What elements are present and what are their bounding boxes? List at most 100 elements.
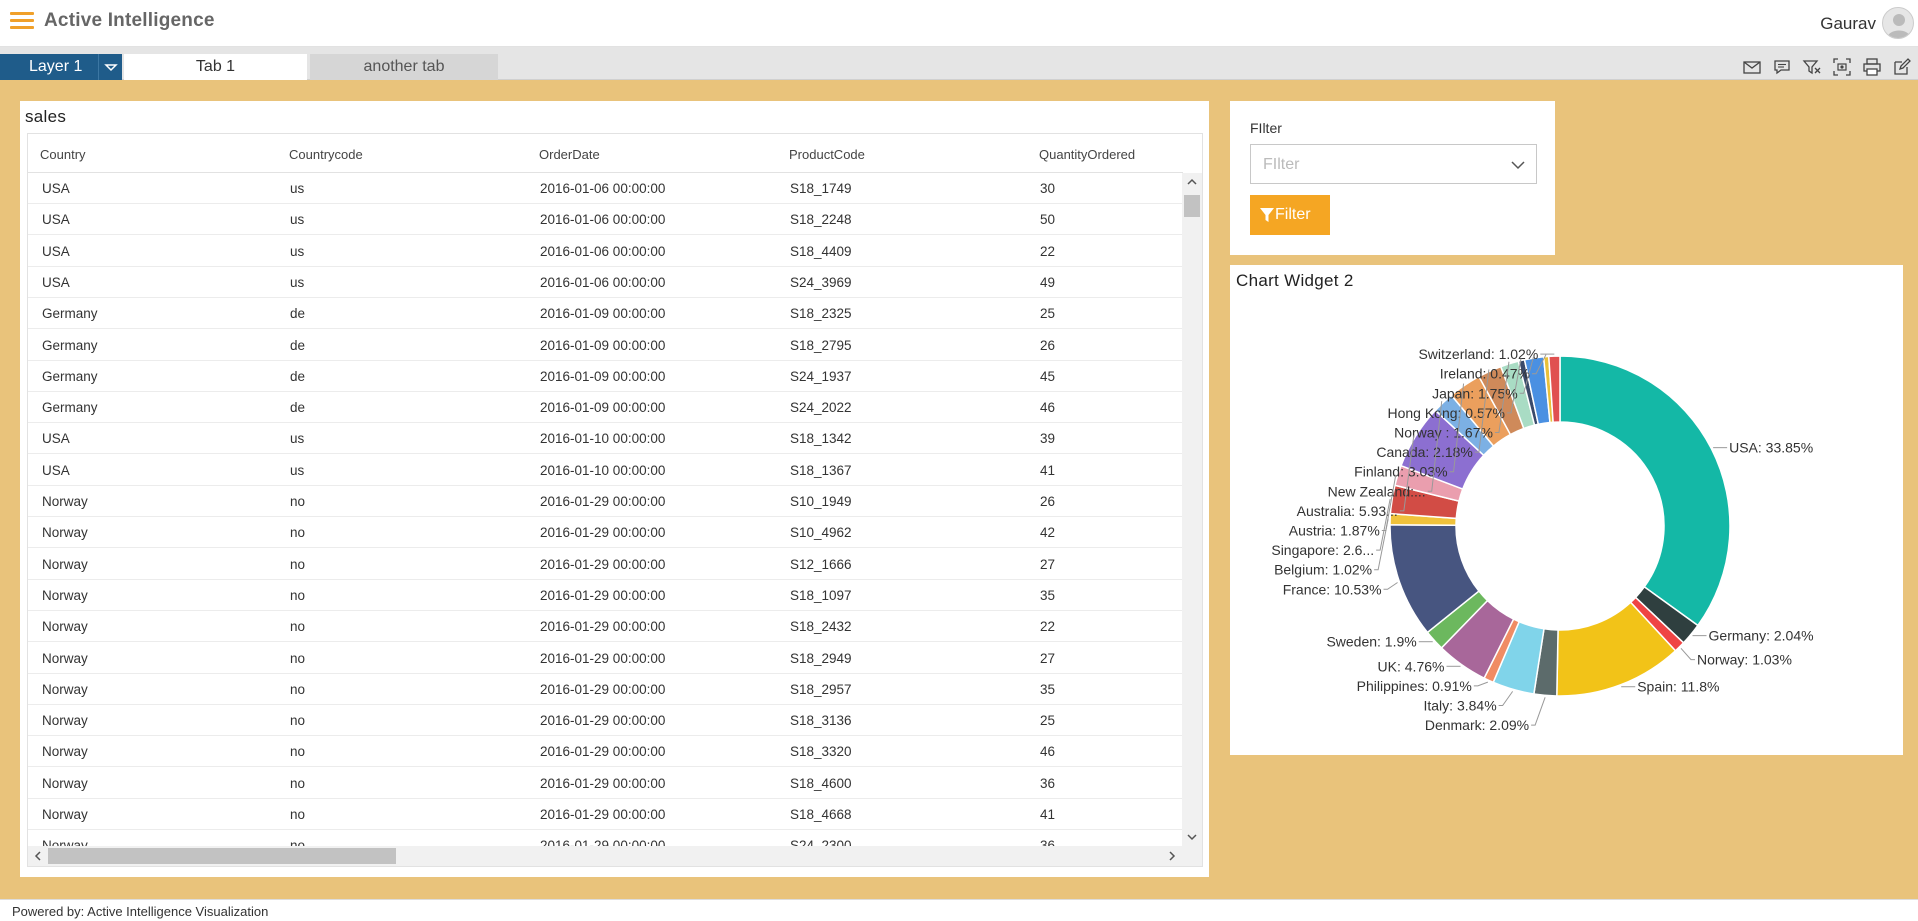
leader-line (1374, 519, 1389, 571)
leader-line (1383, 582, 1398, 590)
table-cell-country: Norway (42, 556, 88, 572)
column-header-countrycode[interactable]: Countrycode (289, 147, 363, 162)
table-cell-productcode: S24_2022 (790, 400, 852, 416)
table-row[interactable]: USA us 2016-01-10 00:00:00 S18_1367 41 (28, 455, 1183, 486)
vertical-scrollbar[interactable] (1182, 173, 1202, 848)
print-icon[interactable] (1862, 57, 1882, 77)
table-row[interactable]: Germany de 2016-01-09 00:00:00 S24_1937 45 (28, 361, 1183, 392)
sales-title: sales (25, 107, 67, 126)
tab-bar: Layer 1 Tab 1 another tab (0, 47, 1918, 80)
table-row[interactable]: Germany de 2016-01-09 00:00:00 S18_2795 26 (28, 330, 1183, 361)
mail-icon[interactable] (1742, 57, 1762, 77)
table-cell-productcode: S24_3969 (790, 274, 852, 290)
user-name[interactable]: Gaurav (1820, 14, 1876, 33)
pie-slice[interactable] (1547, 355, 1561, 424)
filter-button[interactable]: Filter (1250, 195, 1330, 235)
table-row[interactable]: Germany de 2016-01-09 00:00:00 S24_2022 46 (28, 392, 1183, 424)
scroll-up-icon[interactable] (1187, 177, 1197, 189)
table-cell-orderdate: 2016-01-06 00:00:00 (540, 274, 666, 290)
table-row[interactable]: Norway no 2016-01-29 00:00:00 S10_1949 26 (28, 486, 1183, 517)
table-row[interactable]: Norway no 2016-01-29 00:00:00 S10_4962 42 (28, 517, 1183, 549)
table-row[interactable]: Norway no 2016-01-29 00:00:00 S18_2957 35 (28, 674, 1183, 705)
comment-icon[interactable] (1772, 57, 1792, 77)
table-cell-country: Germany (42, 400, 98, 416)
table-row[interactable]: Norway no 2016-01-29 00:00:00 S18_4668 41 (28, 799, 1183, 830)
table-row[interactable]: USA us 2016-01-06 00:00:00 S18_1749 30 (28, 173, 1183, 204)
footer: Powered by: Active Intelligence Visualiz… (0, 899, 1918, 921)
chevron-down-icon[interactable] (1510, 157, 1526, 173)
table-row[interactable]: Germany de 2016-01-09 00:00:00 S18_2325 25 (28, 298, 1183, 330)
column-header-country[interactable]: Country (40, 147, 86, 162)
scroll-down-icon[interactable] (1187, 832, 1197, 844)
column-header-quantityordered[interactable]: QuantityOrdered (1039, 147, 1136, 162)
table-cell-orderdate: 2016-01-10 00:00:00 (540, 462, 666, 478)
edit-icon[interactable] (1892, 57, 1912, 77)
table-row[interactable]: USA us 2016-01-06 00:00:00 S18_2248 50 (28, 204, 1183, 236)
table-row[interactable]: Norway no 2016-01-29 00:00:00 S18_2949 27 (28, 643, 1183, 674)
clear-filter-icon[interactable] (1802, 57, 1822, 77)
column-header-orderdate[interactable]: OrderDate (539, 147, 600, 162)
column-header-productcode[interactable]: ProductCode (789, 147, 865, 162)
table-cell-orderdate: 2016-01-29 00:00:00 (540, 650, 666, 666)
slice-label: Sweden: 1.9% (1326, 634, 1416, 650)
table-cell-country: USA (42, 462, 70, 478)
table-cell-quantityordered: 22 (1040, 619, 1056, 635)
slice-label: Belgium: 1.02% (1274, 562, 1372, 578)
table-cell-orderdate: 2016-01-09 00:00:00 (540, 368, 666, 384)
table-cell-productcode: S18_1367 (790, 462, 852, 478)
filter-label: FIlter (1250, 120, 1282, 136)
tab-another-tab[interactable]: another tab (310, 54, 498, 80)
slice-label: UK: 4.76% (1378, 658, 1445, 674)
table-cell-country: Norway (42, 713, 88, 729)
table-row[interactable]: Norway no 2016-01-29 00:00:00 S18_2432 22 (28, 611, 1183, 643)
table-row[interactable]: Norway no 2016-01-29 00:00:00 S18_3136 25 (28, 705, 1183, 737)
chevron-down-icon[interactable] (98, 54, 122, 80)
table-cell-productcode: S12_1666 (790, 556, 852, 572)
table-row[interactable]: USA us 2016-01-10 00:00:00 S18_1342 39 (28, 423, 1183, 455)
pie-slice[interactable] (1559, 355, 1731, 627)
table-cell-countrycode: no (290, 525, 306, 541)
table-cell-quantityordered: 45 (1040, 368, 1056, 384)
avatar-icon[interactable] (1882, 7, 1914, 39)
slice-label: USA: 33.85% (1729, 440, 1813, 456)
table-cell-orderdate: 2016-01-09 00:00:00 (540, 337, 666, 353)
table-cell-orderdate: 2016-01-09 00:00:00 (540, 306, 666, 322)
table-cell-quantityordered: 27 (1040, 650, 1056, 666)
scroll-right-icon[interactable] (1167, 851, 1177, 863)
horizontal-scrollbar[interactable] (28, 846, 1202, 866)
table-cell-orderdate: 2016-01-29 00:00:00 (540, 775, 666, 791)
table-cell-countrycode: de (290, 337, 306, 353)
table-cell-orderdate: 2016-01-06 00:00:00 (540, 181, 666, 196)
filter-dropdown[interactable]: FIlter (1250, 144, 1537, 184)
table-cell-orderdate: 2016-01-29 00:00:00 (540, 681, 666, 697)
slice-label: Ireland: 0.47% (1440, 366, 1530, 382)
layer-dropdown[interactable]: Layer 1 (0, 54, 122, 80)
table-row[interactable]: Norway no 2016-01-29 00:00:00 S18_4600 36 (28, 768, 1183, 799)
menu-icon[interactable] (10, 12, 34, 30)
chart-title: Chart Widget 2 (1236, 271, 1354, 290)
sales-widget: sales Country Countrycode OrderDate Prod… (20, 101, 1209, 877)
table-cell-country: USA (42, 243, 70, 259)
filter-widget: FIlter FIlter Filter (1230, 101, 1555, 255)
table-row[interactable]: Norway no 2016-01-29 00:00:00 S18_1097 35 (28, 580, 1183, 611)
vertical-scroll-thumb[interactable] (1184, 195, 1200, 217)
leader-line (1532, 354, 1547, 375)
slice-label: Denmark: 2.09% (1425, 717, 1529, 733)
screenshot-icon[interactable] (1832, 57, 1852, 77)
tab-tab-1[interactable]: Tab 1 (124, 54, 307, 80)
table-row[interactable]: Norway no 2016-01-29 00:00:00 S18_3320 46 (28, 736, 1183, 768)
table-row[interactable]: Norway no 2016-01-29 00:00:00 S12_1666 27 (28, 549, 1183, 580)
horizontal-scroll-thumb[interactable] (48, 848, 396, 864)
table-cell-countrycode: no (290, 807, 306, 822)
table-cell-quantityordered: 25 (1040, 306, 1056, 322)
table-cell-quantityordered: 49 (1040, 274, 1056, 290)
table-row[interactable]: USA us 2016-01-06 00:00:00 S24_3969 49 (28, 267, 1183, 298)
leader-line (1399, 435, 1415, 512)
table-cell-countrycode: no (290, 587, 306, 603)
toolbar (1742, 57, 1912, 77)
scroll-left-icon[interactable] (33, 851, 43, 863)
table-cell-quantityordered: 35 (1040, 587, 1056, 603)
table-cell-country: USA (42, 274, 70, 290)
table-row[interactable]: USA us 2016-01-06 00:00:00 S18_4409 22 (28, 236, 1183, 267)
slice-label: Spain: 11.8% (1637, 679, 1719, 695)
